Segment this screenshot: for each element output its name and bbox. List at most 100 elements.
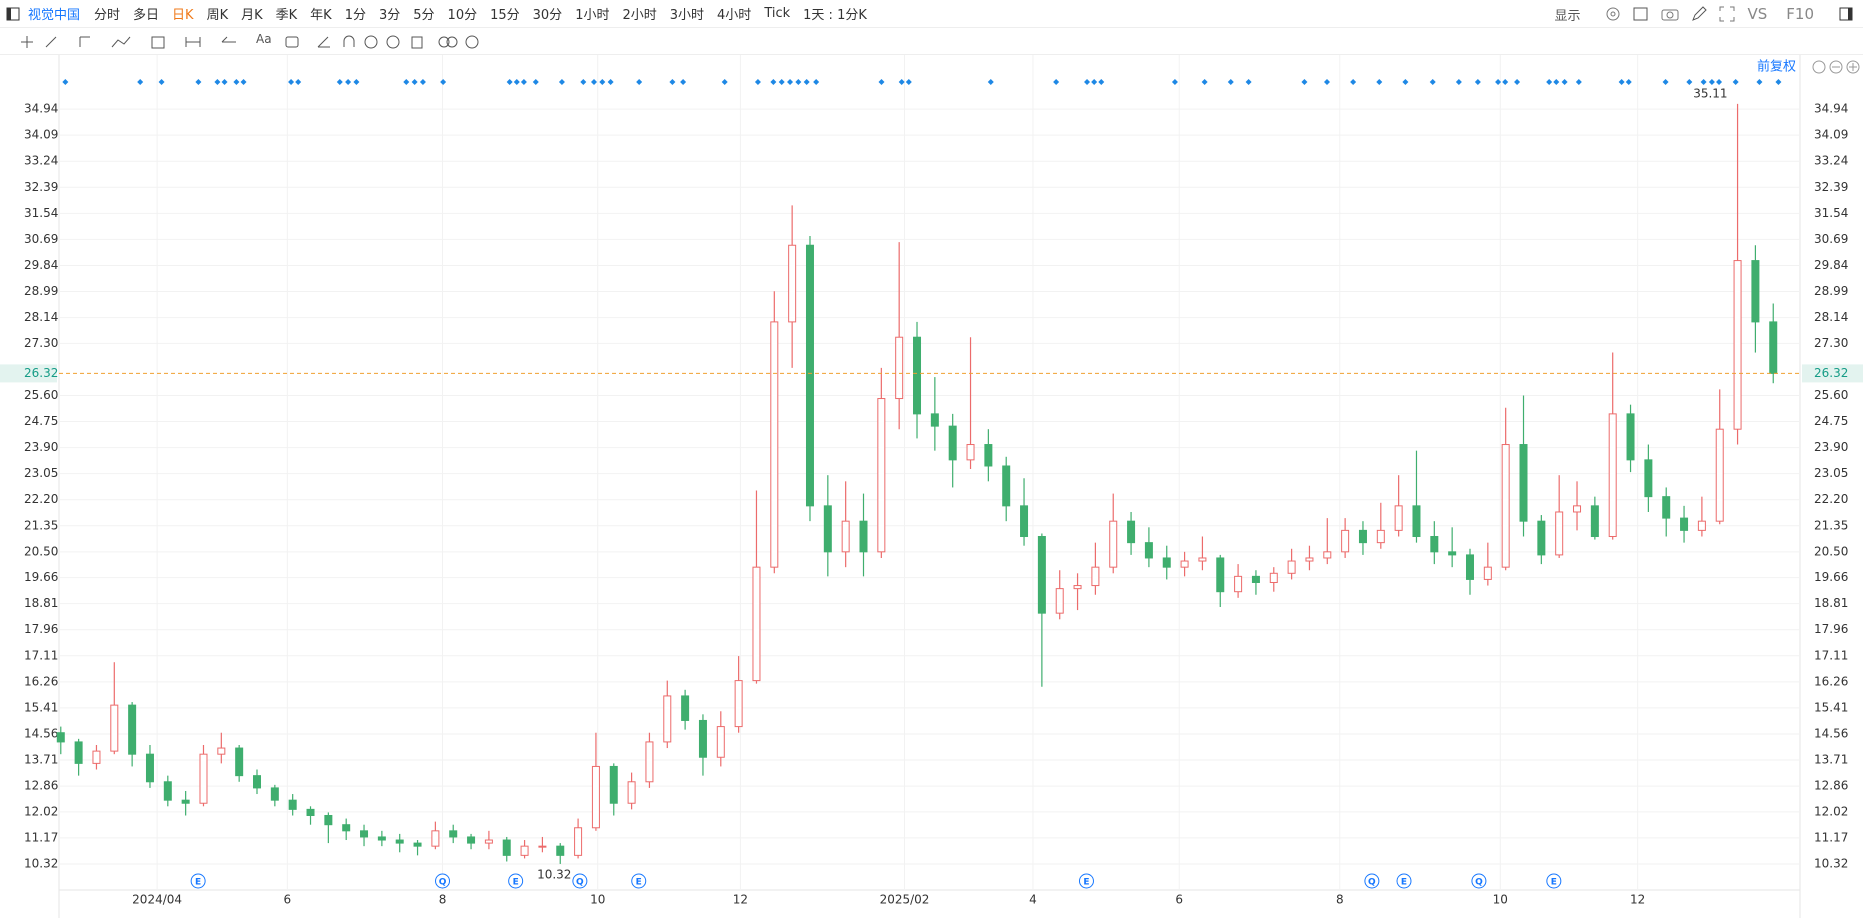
event-dot: [778, 79, 785, 85]
event-dot: [506, 79, 513, 85]
y-tick-label: 23.90: [24, 440, 58, 454]
symbol[interactable]: 视觉中国: [28, 8, 81, 23]
period-tab[interactable]: 1分: [344, 8, 366, 23]
event-marker[interactable]: [572, 873, 588, 889]
period-tab[interactable]: 3小时: [669, 8, 705, 23]
period-tab[interactable]: 4小时: [717, 8, 752, 23]
period-tab[interactable]: 5分: [413, 8, 435, 23]
y-tick-label: 32.39: [1814, 180, 1848, 194]
zoom-in-icon[interactable]: [1846, 60, 1860, 74]
pen-icon[interactable]: [1691, 6, 1708, 22]
layout-icon[interactable]: [1633, 6, 1649, 22]
event-dot: [1350, 79, 1357, 85]
candle-body: [1055, 588, 1064, 614]
candle-body: [948, 425, 957, 461]
f10-button[interactable]: F10: [1786, 5, 1814, 23]
y-tick-label: 16.26: [24, 674, 58, 688]
event-marker[interactable]: [631, 873, 647, 889]
event-label: E: [1551, 878, 1557, 888]
event-dot: [787, 79, 794, 85]
event-dot: [1429, 79, 1436, 85]
period-tab[interactable]: 2小时: [622, 8, 657, 23]
tool-icons[interactable]: [21, 35, 479, 49]
panel-icon[interactable]: [1839, 7, 1853, 21]
period-tab[interactable]: 周K: [206, 8, 229, 23]
y-tick-label: 12.02: [24, 804, 58, 818]
event-marker[interactable]: [1471, 873, 1487, 889]
period-tab[interactable]: 分时: [94, 8, 121, 23]
period-tab[interactable]: 日K: [172, 8, 194, 23]
event-dot: [1201, 79, 1208, 85]
candle-body: [306, 808, 315, 816]
candle-body: [181, 799, 190, 804]
event-dot: [1084, 79, 1091, 85]
event-dot: [240, 79, 247, 85]
camera-icon[interactable]: [1661, 6, 1679, 22]
event-marker[interactable]: [190, 873, 206, 889]
event-dot: [1553, 79, 1560, 85]
y-tick-label: 21.35: [1814, 518, 1848, 532]
event-marker[interactable]: [1364, 873, 1380, 889]
text-tool[interactable]: Aa: [256, 32, 272, 46]
y-tick-label: 20.50: [24, 544, 58, 558]
y-tick-label: 34.09: [24, 128, 58, 142]
y-tick-label: 30.69: [1814, 232, 1848, 246]
event-marker[interactable]: [1396, 873, 1412, 889]
event-label: Q: [576, 878, 584, 888]
y-tick-label: 15.41: [24, 700, 58, 714]
x-tick-label: 8: [1336, 893, 1344, 907]
event-dot: [1775, 79, 1782, 85]
event-marker[interactable]: [1546, 873, 1562, 889]
event-dot: [403, 79, 410, 85]
adjust-button[interactable]: 前复权: [1757, 59, 1796, 75]
period-tab[interactable]: 30分: [532, 8, 563, 23]
sidebar-icon[interactable]: [6, 7, 20, 21]
period-tab[interactable]: 1小时: [575, 8, 610, 23]
event-dot: [1376, 79, 1383, 85]
candle-body: [645, 741, 654, 783]
fullscreen-icon[interactable]: [1719, 6, 1735, 22]
period-tab[interactable]: 3分: [378, 8, 401, 23]
period-tab[interactable]: 月K: [241, 8, 263, 23]
x-tick-label: 2025/02: [880, 893, 930, 907]
period-tab[interactable]: 多日: [133, 8, 160, 23]
candle-body: [1537, 520, 1546, 556]
period-tab[interactable]: 15分: [490, 8, 520, 23]
candle-body: [1341, 529, 1350, 553]
event-dot: [599, 79, 606, 85]
event-dot: [795, 79, 802, 85]
period-tab[interactable]: 10分: [447, 8, 478, 23]
event-marker[interactable]: [435, 873, 451, 889]
y-tick-label: 34.94: [1814, 102, 1848, 116]
event-dot: [411, 79, 418, 85]
period-tab[interactable]: 季K: [275, 8, 298, 23]
event-dot: [214, 79, 221, 85]
candle-body: [859, 520, 868, 553]
reset-icon[interactable]: [1812, 60, 1826, 74]
event-dot: [1732, 79, 1739, 85]
event-label: Q: [1475, 878, 1483, 888]
zoom-out-icon[interactable]: [1829, 60, 1843, 74]
event-label: E: [513, 878, 519, 888]
event-marker[interactable]: [508, 873, 524, 889]
x-tick-label: 12: [1630, 893, 1645, 907]
event-marker[interactable]: [1078, 873, 1094, 889]
candle-body: [467, 836, 476, 844]
settings-icon[interactable]: [1605, 6, 1621, 22]
y-tick-label: 34.09: [1814, 128, 1848, 142]
period-tab[interactable]: 年K: [310, 8, 332, 23]
event-dot: [1091, 79, 1098, 85]
event-dot: [1700, 79, 1707, 85]
interval-select[interactable]: 1天 : 1分K: [803, 8, 867, 23]
y-tick-label: 27.30: [24, 336, 58, 350]
vs-button[interactable]: VS: [1747, 5, 1768, 23]
candle-body: [74, 741, 83, 764]
display-menu[interactable]: 显示: [1554, 8, 1581, 24]
candle-body: [1162, 557, 1171, 568]
event-dot: [680, 79, 687, 85]
period-tab[interactable]: Tick: [764, 6, 791, 21]
event-dot: [1171, 79, 1178, 85]
candle-body: [1465, 554, 1474, 580]
